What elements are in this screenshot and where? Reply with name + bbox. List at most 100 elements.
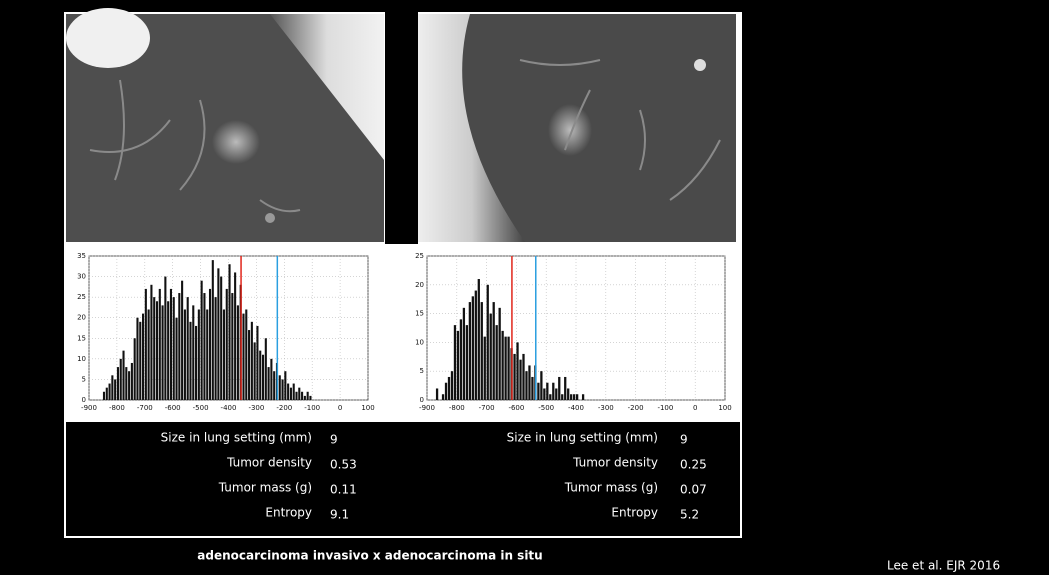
bar: [477, 279, 480, 400]
x-tick-label: -100: [304, 404, 320, 412]
bar: [531, 376, 534, 400]
stat-label: Tumor density: [572, 456, 658, 470]
bar: [139, 321, 142, 400]
bar: [242, 313, 245, 400]
bar: [270, 358, 273, 400]
x-tick-label: 100: [718, 404, 731, 412]
bar: [211, 260, 214, 400]
x-tick-label: -800: [449, 404, 465, 412]
bar: [256, 325, 259, 400]
x-tick-label: 100: [361, 404, 374, 412]
bar: [309, 395, 312, 400]
caption: adenocarcinoma invasivo x adenocarcinoma…: [197, 549, 542, 563]
bar: [287, 383, 290, 400]
bar: [537, 382, 540, 400]
stat-value: 9: [330, 433, 338, 447]
bar: [203, 293, 206, 400]
y-tick-label: 5: [420, 367, 424, 375]
bar: [158, 288, 161, 400]
bar: [498, 307, 501, 400]
bar: [306, 391, 309, 400]
bar: [459, 319, 463, 400]
x-tick-label: 0: [693, 404, 697, 412]
bar: [195, 325, 198, 400]
bar: [435, 388, 439, 400]
y-tick-label: 15: [415, 310, 424, 318]
stat-value: 5.2: [680, 508, 699, 522]
bar: [573, 394, 576, 400]
bar: [153, 297, 156, 400]
x-tick-label: -300: [248, 404, 264, 412]
bar: [197, 309, 200, 400]
bar: [130, 362, 133, 400]
bar: [128, 371, 131, 400]
stat-label: Entropy: [265, 506, 312, 520]
bar: [468, 302, 471, 400]
bar: [298, 387, 301, 400]
bar: [570, 394, 573, 400]
bar: [220, 276, 223, 400]
bar: [528, 365, 531, 400]
bar: [540, 371, 543, 400]
x-tick-label: -700: [137, 404, 153, 412]
bar: [522, 353, 525, 400]
bar: [155, 301, 159, 400]
stat-value: 0.53: [330, 458, 357, 472]
bar: [546, 382, 549, 400]
bar: [555, 388, 558, 400]
bar: [169, 288, 172, 400]
bar: [161, 305, 164, 400]
bar: [231, 293, 234, 400]
bar: [122, 350, 125, 400]
y-tick-label: 35: [77, 252, 86, 260]
bar: [167, 301, 170, 400]
bar: [504, 336, 507, 400]
bar: [456, 330, 460, 400]
x-tick-label: -800: [109, 404, 125, 412]
bar: [267, 367, 270, 400]
bar: [206, 309, 209, 400]
bar: [516, 342, 519, 400]
bar: [450, 371, 454, 400]
bar: [192, 305, 195, 400]
bar: [181, 280, 184, 400]
bar: [273, 371, 276, 400]
bar: [489, 313, 492, 400]
bar: [474, 290, 477, 400]
bar: [567, 388, 570, 400]
y-tick-label: 25: [77, 293, 86, 301]
bar: [102, 391, 106, 400]
x-tick-label: -700: [479, 404, 495, 412]
y-tick-label: 5: [82, 375, 86, 383]
bar: [284, 371, 287, 400]
bar: [259, 350, 262, 400]
x-tick-label: -400: [221, 404, 237, 412]
stat-value: 9.1: [330, 508, 349, 522]
bar: [200, 280, 203, 400]
x-tick-label: -600: [508, 404, 524, 412]
ct-image-right: [418, 14, 736, 242]
y-tick-label: 10: [415, 338, 424, 346]
bar: [525, 371, 528, 400]
x-tick-label: -400: [568, 404, 584, 412]
y-tick-label: 0: [420, 396, 424, 404]
gap: [385, 12, 418, 244]
bar: [465, 325, 469, 400]
stat-label: Size in lung setting (mm): [507, 431, 658, 445]
stat-value: 0.07: [680, 483, 707, 497]
bar: [561, 394, 564, 400]
bar: [119, 358, 122, 400]
bar: [447, 376, 451, 400]
x-tick-label: -200: [276, 404, 292, 412]
bar: [186, 297, 189, 400]
stat-label: Entropy: [611, 506, 658, 520]
bar: [301, 391, 304, 400]
bar: [111, 375, 114, 400]
bar: [253, 342, 256, 400]
x-tick-label: -600: [165, 404, 181, 412]
bar: [289, 387, 292, 400]
bar: [116, 367, 119, 400]
bar: [581, 394, 585, 400]
bar: [486, 284, 489, 400]
